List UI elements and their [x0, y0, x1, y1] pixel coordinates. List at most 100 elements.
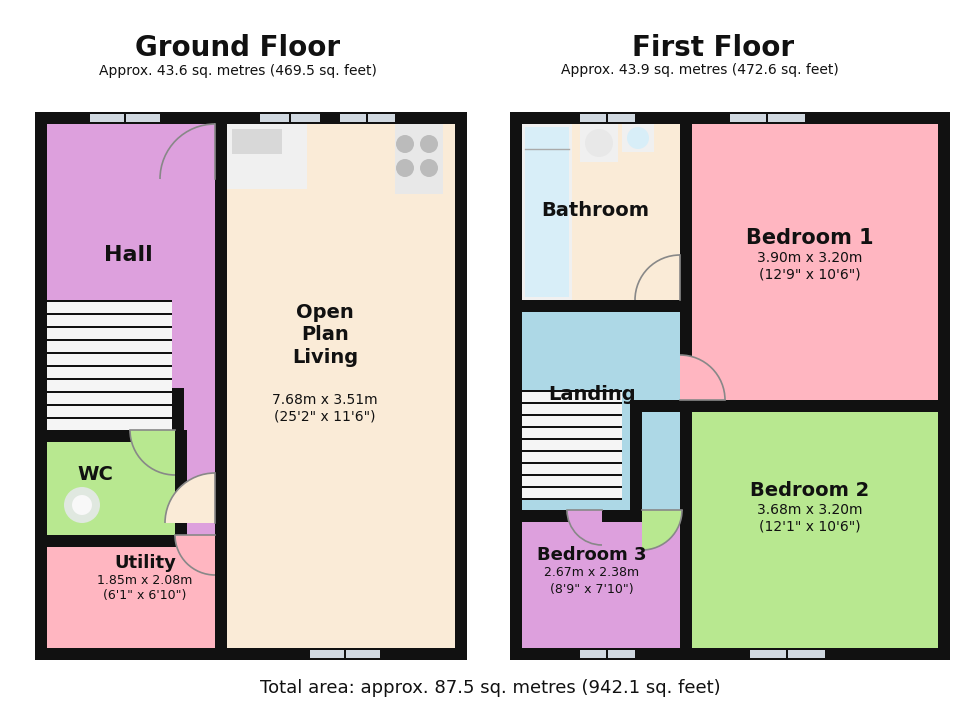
Bar [215, 112, 227, 660]
Text: 3.90m x 3.20m: 3.90m x 3.20m [758, 251, 862, 265]
Bar [525, 127, 569, 297]
Text: 3.68m x 3.20m: 3.68m x 3.20m [758, 503, 862, 517]
Text: First Floor: First Floor [632, 34, 794, 62]
Bar [124, 112, 126, 124]
Wedge shape [642, 510, 682, 550]
Text: (12'1" x 10'6"): (12'1" x 10'6") [760, 520, 860, 534]
Bar [522, 426, 622, 428]
Circle shape [585, 129, 613, 157]
Bar [47, 339, 172, 341]
Bar [522, 124, 572, 300]
Bar [47, 417, 172, 419]
Bar [395, 124, 443, 194]
Bar [510, 648, 950, 660]
Text: 7.68m x 3.51m: 7.68m x 3.51m [272, 393, 378, 407]
Bar [47, 352, 172, 354]
Bar [510, 112, 522, 660]
Bar [522, 450, 622, 452]
Bar [750, 658, 825, 660]
Bar [47, 124, 215, 430]
Bar [510, 510, 680, 522]
Bar [90, 112, 160, 124]
Bar [344, 648, 346, 660]
Bar [522, 498, 622, 500]
Bar [522, 474, 622, 476]
Bar [455, 112, 467, 660]
Bar [47, 430, 172, 432]
Wedge shape [175, 535, 215, 575]
Bar [35, 112, 467, 124]
Bar [522, 402, 622, 404]
Bar [522, 510, 680, 648]
Bar [510, 300, 680, 312]
Bar [47, 300, 172, 302]
Bar [47, 535, 215, 648]
Bar [606, 112, 608, 124]
Wedge shape [680, 355, 725, 400]
Bar [35, 648, 467, 660]
Bar [730, 112, 805, 114]
Bar [366, 112, 368, 124]
Wedge shape [160, 124, 215, 179]
Bar [522, 414, 622, 416]
Text: Open
Plan
Living: Open Plan Living [292, 303, 358, 367]
Bar [750, 648, 825, 660]
Bar [232, 129, 282, 154]
Circle shape [396, 135, 414, 153]
Bar [227, 124, 307, 189]
Bar [580, 658, 635, 660]
Bar [730, 122, 805, 124]
Text: Bedroom 3: Bedroom 3 [537, 546, 647, 564]
Bar [90, 112, 160, 114]
Wedge shape [567, 510, 602, 545]
Text: 1.85m x 2.08m: 1.85m x 2.08m [97, 573, 193, 587]
Wedge shape [635, 255, 680, 300]
Text: Hall: Hall [104, 245, 152, 265]
Bar [310, 658, 380, 660]
Bar [340, 112, 395, 114]
Bar [310, 648, 380, 660]
Bar [47, 404, 172, 406]
Text: Approx. 43.9 sq. metres (472.6 sq. feet): Approx. 43.9 sq. metres (472.6 sq. feet) [562, 63, 839, 77]
Text: (8'9" x 7'10"): (8'9" x 7'10") [550, 582, 634, 595]
Bar [786, 648, 788, 660]
Bar [172, 388, 184, 430]
Text: Total area: approx. 87.5 sq. metres (942.1 sq. feet): Total area: approx. 87.5 sq. metres (942… [260, 679, 720, 697]
Bar [522, 390, 622, 498]
Text: (25'2" x 11'6"): (25'2" x 11'6") [274, 410, 375, 424]
Text: Bedroom 1: Bedroom 1 [746, 228, 874, 248]
Bar [47, 313, 172, 315]
Bar [47, 391, 172, 393]
Bar [289, 112, 291, 124]
Bar [227, 124, 455, 648]
Bar [187, 430, 215, 535]
Wedge shape [130, 430, 175, 475]
Bar [680, 112, 692, 660]
Bar [580, 112, 635, 114]
Circle shape [627, 127, 649, 149]
Bar [522, 438, 622, 440]
Circle shape [420, 159, 438, 177]
Bar [522, 486, 622, 488]
Bar [522, 462, 622, 464]
Bar [522, 300, 680, 510]
Wedge shape [165, 473, 215, 523]
Bar [310, 648, 380, 650]
Bar [47, 378, 172, 380]
Bar [510, 112, 950, 124]
Bar [47, 326, 172, 328]
Bar [630, 400, 642, 510]
Text: Approx. 43.6 sq. metres (469.5 sq. feet): Approx. 43.6 sq. metres (469.5 sq. feet) [99, 64, 377, 78]
Bar [730, 112, 805, 124]
Text: 2.67m x 2.38m: 2.67m x 2.38m [545, 567, 640, 580]
Bar [47, 365, 172, 367]
Circle shape [72, 495, 92, 515]
Bar [680, 400, 950, 412]
Bar [90, 122, 160, 124]
Bar [260, 122, 320, 124]
Bar [750, 648, 825, 650]
Bar [692, 124, 938, 400]
Bar [580, 112, 635, 124]
Bar [35, 112, 47, 660]
Bar [580, 122, 635, 124]
